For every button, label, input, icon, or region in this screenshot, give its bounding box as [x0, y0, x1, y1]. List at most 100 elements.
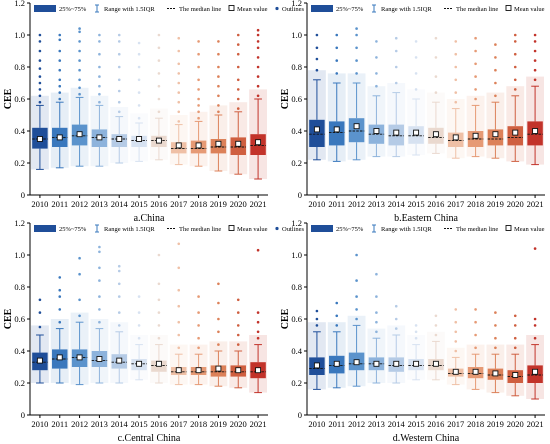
outlier-point [177, 49, 181, 53]
box-2017 [169, 36, 188, 166]
outlier-point [78, 314, 81, 318]
box-2021 [526, 33, 545, 166]
outlier-point [58, 84, 62, 88]
outlier-point [197, 324, 200, 327]
box-2019 [486, 43, 505, 159]
mean-marker [136, 360, 143, 367]
outlier-point [375, 40, 378, 43]
outlier-point [375, 56, 378, 59]
outlier-point [217, 110, 220, 114]
x-tick-label: 2012 [348, 419, 365, 429]
y-tick-label: 0.6 [291, 94, 302, 104]
outlier-point [177, 36, 181, 40]
outlier-point [236, 65, 240, 69]
outlier-point [315, 33, 319, 37]
outlier-point [117, 295, 121, 298]
mean-marker [452, 134, 459, 141]
outlier-point [434, 36, 438, 40]
outlier-point [98, 320, 101, 324]
box-2016 [149, 253, 168, 384]
outlier-point [414, 40, 418, 43]
outlier-point [197, 40, 200, 43]
box-2010 [30, 298, 49, 384]
outlier-point [394, 65, 398, 69]
outlier-point [315, 324, 319, 327]
box-2015 [407, 40, 426, 156]
box-2016 [426, 314, 445, 381]
y-tick-label: 0.8 [291, 282, 302, 292]
legend-range-label: Range with 1.5IQR [381, 6, 432, 13]
y-tick-label: 1.2 [14, 0, 25, 8]
outlier-point [137, 336, 141, 340]
outlier-point [256, 330, 260, 334]
outlier-point [335, 72, 339, 75]
outlier-point [494, 68, 497, 72]
mean-marker [175, 367, 182, 374]
outlier-point [335, 324, 339, 327]
box-2013 [367, 272, 386, 384]
box-2013 [90, 245, 109, 384]
outlier-point [474, 88, 477, 91]
legend: 25%~75% Range with 1.5IQR The median line M… [311, 4, 545, 13]
outlier-point [513, 52, 517, 56]
legend-mean-icon [228, 225, 235, 231]
x-tick-label: 2018 [467, 419, 484, 429]
y-tick-label: 0.6 [14, 314, 25, 324]
panel-title: a.China [134, 213, 165, 224]
outlier-point [355, 27, 358, 30]
outlier-point [137, 91, 141, 94]
x-tick-label: 2020 [230, 419, 247, 429]
outlier-point [315, 68, 319, 72]
box-2017 [446, 308, 465, 386]
outlier-point [117, 65, 121, 69]
outlier-point [177, 266, 181, 270]
outlier-point [98, 250, 101, 254]
outlier-point [117, 110, 121, 114]
outlier-point [434, 333, 438, 337]
outlier-point [177, 81, 181, 85]
outlier-point [454, 91, 458, 94]
outlier-point [117, 89, 121, 93]
outlier-point [117, 311, 121, 314]
mean-marker [512, 129, 519, 136]
y-tick-label: 0.8 [291, 62, 302, 72]
outlier-point [58, 78, 62, 82]
x-tick-label: 2020 [507, 199, 524, 209]
outlier-point [78, 49, 81, 53]
outlier-point [78, 59, 81, 62]
legend-box-swatch [34, 225, 56, 232]
outlier-point [217, 52, 220, 56]
outlier-point [236, 78, 240, 82]
mean-marker [393, 360, 400, 367]
outlier-point [533, 324, 537, 327]
outlier-point [137, 65, 141, 69]
outlier-point [375, 330, 378, 334]
x-tick-label: 2014 [111, 199, 129, 209]
outlier-point [78, 30, 81, 34]
x-tick-label: 2021 [250, 419, 267, 429]
outlier-point [177, 72, 181, 75]
legend: 25%~75% Range with 1.5IQR The median line M… [311, 224, 545, 233]
panel-title: b.Eastern China [394, 213, 458, 224]
outlier-point [137, 52, 141, 56]
outlier-point [494, 56, 497, 59]
mean-marker [155, 360, 162, 367]
outlier-point [38, 67, 42, 70]
mean-marker [195, 367, 202, 374]
outlier-point [513, 65, 517, 69]
outlier-point [98, 40, 101, 43]
outlier-point [98, 65, 101, 69]
mean-marker [36, 136, 43, 142]
box-2018 [189, 40, 208, 167]
mean-marker [255, 367, 262, 374]
x-tick-label: 2014 [388, 419, 406, 429]
outlier-point [157, 59, 161, 62]
mean-marker [313, 126, 320, 133]
legend-median-label: The median line [179, 226, 221, 233]
outlier-point [78, 40, 81, 43]
box-2015 [130, 41, 149, 162]
outlier-point [217, 40, 220, 43]
mean-marker [472, 132, 479, 139]
outlier-point [414, 88, 418, 91]
